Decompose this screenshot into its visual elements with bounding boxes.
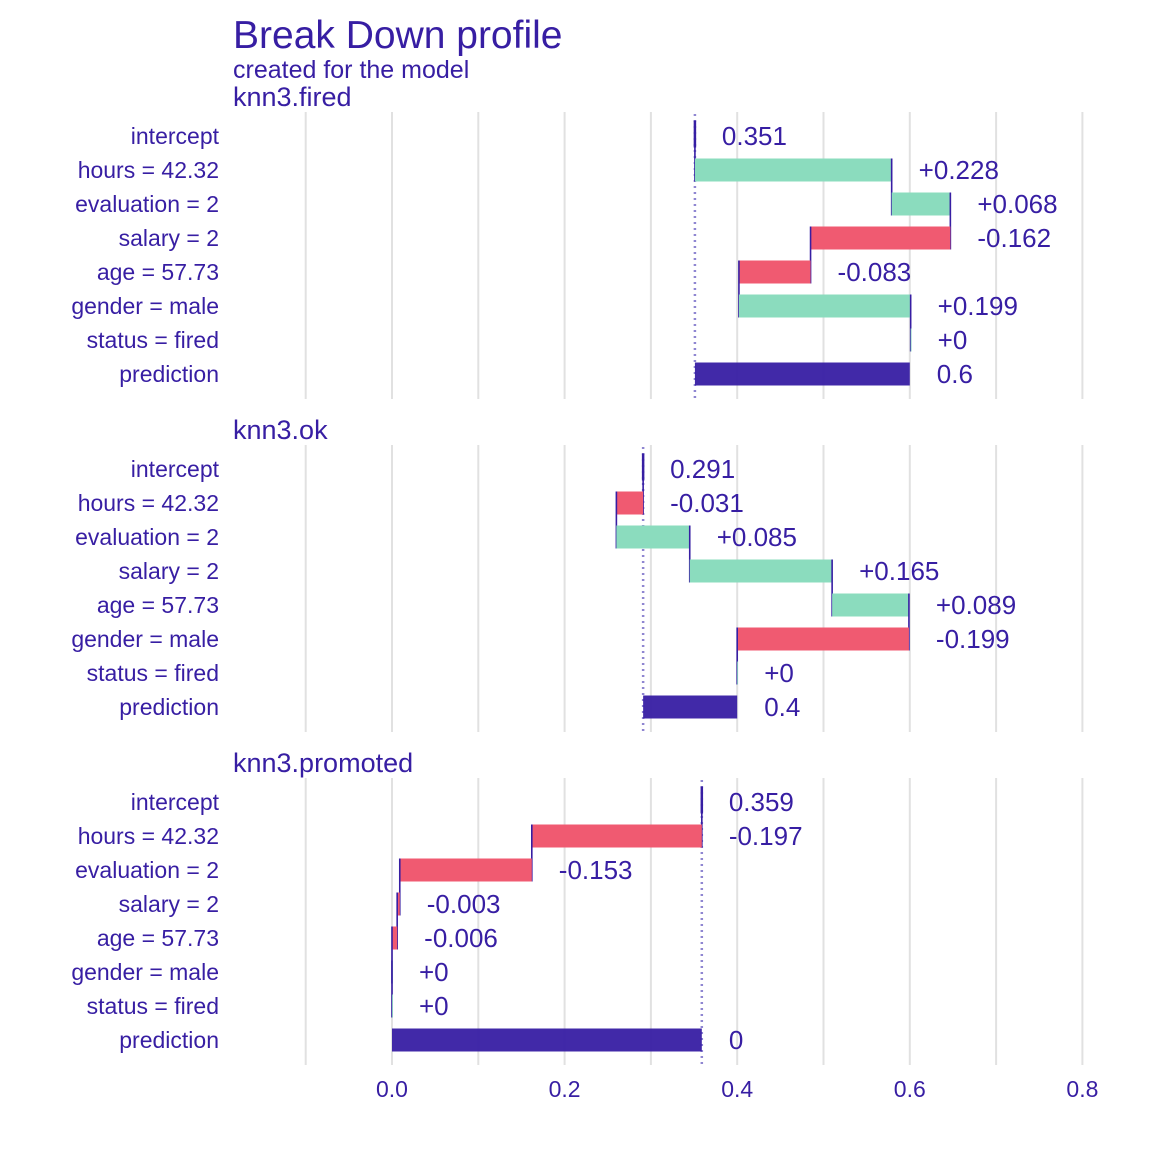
value-label: -0.003 [427, 889, 501, 919]
value-label: +0.165 [859, 556, 939, 586]
row-label: intercept [131, 456, 220, 482]
row-label: intercept [131, 789, 220, 815]
value-label: -0.006 [424, 923, 498, 953]
row-label: status = fired [87, 660, 219, 686]
bar-positive [738, 294, 911, 318]
value-label: 0.6 [937, 359, 973, 389]
bar-negative [738, 260, 811, 284]
row-label: gender = male [71, 959, 219, 985]
value-label: -0.031 [670, 488, 744, 518]
value-label: 0.351 [722, 121, 787, 151]
row-label: salary = 2 [119, 891, 219, 917]
value-label: -0.153 [559, 855, 633, 885]
row-label: gender = male [71, 293, 219, 319]
bar-positive [392, 994, 393, 1018]
bar-prediction [643, 695, 738, 719]
value-label: -0.083 [838, 257, 912, 287]
row-label: gender = male [71, 626, 219, 652]
bar-prediction [392, 1028, 702, 1052]
value-label: +0.228 [919, 155, 999, 185]
value-label: 0.291 [670, 454, 735, 484]
bar-positive [737, 661, 738, 685]
bar-prediction [694, 362, 910, 386]
bar-positive [694, 158, 892, 182]
value-label: +0 [419, 991, 449, 1021]
value-label: 0.4 [764, 692, 800, 722]
value-label: +0.068 [977, 189, 1057, 219]
bar-negative [531, 824, 702, 848]
bar-positive [891, 192, 951, 216]
value-label: 0.359 [729, 787, 794, 817]
row-label: hours = 42.32 [78, 823, 219, 849]
value-label: +0 [938, 325, 968, 355]
value-label: +0.199 [938, 291, 1018, 321]
value-label: +0.089 [936, 590, 1016, 620]
value-label: -0.199 [936, 624, 1010, 654]
row-label: status = fired [87, 327, 219, 353]
bar-positive [689, 559, 833, 583]
bar-negative [616, 491, 644, 515]
value-label: 0 [729, 1025, 743, 1055]
value-label: -0.197 [729, 821, 803, 851]
x-tick-label: 0.2 [549, 1076, 581, 1102]
row-label: age = 57.73 [97, 259, 219, 285]
bar-negative [397, 892, 400, 916]
x-tick-label: 0.4 [721, 1076, 753, 1102]
row-label: prediction [119, 694, 219, 720]
row-label: salary = 2 [119, 225, 219, 251]
bar-negative [737, 627, 909, 651]
row-label: hours = 42.32 [78, 490, 219, 516]
panel-label: knn3.ok [233, 415, 328, 445]
bar-positive [910, 328, 912, 352]
bar-positive [616, 525, 690, 549]
bar-negative [399, 858, 532, 882]
x-tick-label: 0.8 [1066, 1076, 1098, 1102]
chart-title: Break Down profile [233, 14, 563, 57]
row-label: prediction [119, 361, 219, 387]
row-label: prediction [119, 1027, 219, 1053]
value-label: +0 [764, 658, 794, 688]
row-label: age = 57.73 [97, 925, 219, 951]
row-label: age = 57.73 [97, 592, 219, 618]
panel-label: knn3.promoted [233, 748, 413, 778]
row-label: intercept [131, 123, 220, 149]
value-label: +0 [419, 957, 449, 987]
row-label: status = fired [87, 993, 219, 1019]
bar-negative [392, 926, 398, 950]
row-label: evaluation = 2 [75, 191, 219, 217]
row-label: salary = 2 [119, 558, 219, 584]
x-tick-label: 0.0 [376, 1076, 408, 1102]
x-tick-label: 0.6 [894, 1076, 926, 1102]
row-label: hours = 42.32 [78, 157, 219, 183]
value-label: -0.162 [977, 223, 1051, 253]
row-label: evaluation = 2 [75, 857, 219, 883]
value-label: +0.085 [717, 522, 797, 552]
bar-positive [832, 593, 909, 617]
row-label: evaluation = 2 [75, 524, 219, 550]
chart-subtitle: created for the model [233, 56, 470, 84]
panel-label: knn3.fired [233, 82, 352, 112]
bar-negative [810, 226, 951, 250]
